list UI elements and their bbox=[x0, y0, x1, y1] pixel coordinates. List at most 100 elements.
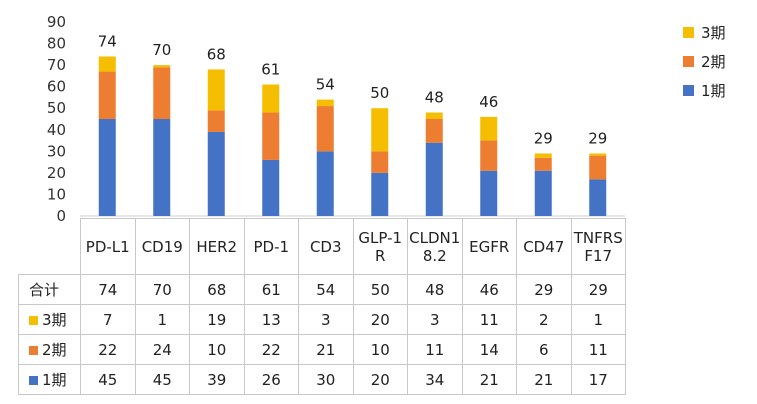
total-label: 70 bbox=[152, 41, 171, 59]
bar-segment bbox=[425, 142, 443, 216]
bar-segment bbox=[316, 99, 334, 107]
y-axis: 0 10 20 30 40 50 60 70 80 90 bbox=[47, 13, 625, 225]
bar-segment bbox=[262, 84, 280, 113]
table-cell: 61 bbox=[243, 274, 299, 305]
row-label-series: 2期 bbox=[18, 334, 81, 365]
row-swatch bbox=[29, 315, 38, 325]
category-label: CD19 bbox=[134, 218, 190, 275]
total-label: 68 bbox=[207, 45, 226, 63]
table-row: 3期 7 1 19 13 3 20 3 11 2 1 bbox=[18, 304, 626, 335]
table-cell: 1 bbox=[570, 304, 626, 335]
row-swatch bbox=[29, 375, 38, 385]
table-cell: 3 bbox=[298, 304, 354, 335]
table-cell: 48 bbox=[407, 274, 463, 305]
bar-segment bbox=[316, 106, 334, 152]
table-cell: 74 bbox=[80, 274, 136, 305]
total-label: 50 bbox=[370, 84, 389, 102]
bar-segment bbox=[262, 112, 280, 160]
table-cell: 29 bbox=[516, 274, 572, 305]
bar-segment bbox=[207, 69, 225, 111]
bar-segment bbox=[153, 65, 171, 68]
table-cell: 45 bbox=[80, 364, 136, 395]
y-tick-label: 70 bbox=[47, 56, 66, 74]
row-swatch bbox=[29, 345, 38, 355]
bar-segment bbox=[480, 170, 498, 216]
y-tick-label: 30 bbox=[47, 142, 66, 160]
total-label: 29 bbox=[588, 129, 607, 147]
bar-segment bbox=[207, 110, 225, 132]
y-tick-label: 80 bbox=[47, 35, 66, 53]
y-tick-label: 90 bbox=[47, 13, 66, 31]
category-label: PD-1 bbox=[243, 218, 299, 275]
category-label: PD-L1 bbox=[80, 218, 136, 275]
y-tick-label: 0 bbox=[56, 207, 66, 225]
category-label: HER2 bbox=[189, 218, 245, 275]
legend-label: 1期 bbox=[701, 82, 726, 100]
table-cell: 3 bbox=[407, 304, 463, 335]
category-label: CD47 bbox=[516, 218, 572, 275]
table-cell: 46 bbox=[461, 274, 517, 305]
table-cell: 20 bbox=[352, 304, 408, 335]
category-label: GLP-1 R bbox=[352, 218, 408, 275]
legend-swatch bbox=[683, 56, 694, 67]
row-label-series: 3期 bbox=[18, 304, 81, 335]
table-cell: 1 bbox=[134, 304, 190, 335]
table-cell: 21 bbox=[461, 364, 517, 395]
table-cell: 14 bbox=[461, 334, 517, 365]
table-cell: 24 bbox=[134, 334, 190, 365]
bar-segment bbox=[207, 131, 225, 216]
bar-segment bbox=[534, 170, 552, 216]
row-label-series: 1期 bbox=[18, 364, 81, 395]
table-cell: 22 bbox=[80, 334, 136, 365]
table-cell: 26 bbox=[243, 364, 299, 395]
bar-segment bbox=[534, 153, 552, 158]
bar-segment bbox=[371, 172, 389, 216]
bar-segment bbox=[425, 112, 443, 119]
bar-segment bbox=[480, 140, 498, 171]
table-cell: 34 bbox=[407, 364, 463, 395]
bar-segment bbox=[98, 56, 116, 72]
table-cell: 2 bbox=[516, 304, 572, 335]
table-cell: 6 bbox=[516, 334, 572, 365]
bar-segment bbox=[98, 119, 116, 216]
data-table: PD-L1 CD19 HER2 PD-1 CD3 GLP-1 R CLDN1 8.2 EGFR CD… bbox=[18, 218, 626, 395]
total-label: 61 bbox=[261, 61, 280, 79]
bar-segment bbox=[589, 153, 607, 156]
table-cell: 68 bbox=[189, 274, 245, 305]
bar-segment bbox=[425, 119, 443, 143]
table-cell: 17 bbox=[570, 364, 626, 395]
table-cell: 21 bbox=[516, 364, 572, 395]
table-cell: 10 bbox=[189, 334, 245, 365]
bar-segment bbox=[153, 67, 171, 119]
total-label: 54 bbox=[316, 76, 335, 94]
table-cell: 30 bbox=[298, 364, 354, 395]
table-cell: 20 bbox=[352, 364, 408, 395]
table-cell: 11 bbox=[461, 304, 517, 335]
table-row: 1期 45 45 39 26 30 20 34 21 21 17 bbox=[18, 364, 626, 395]
bar-segment bbox=[480, 116, 498, 141]
bar-segment bbox=[589, 155, 607, 180]
table-corner bbox=[18, 218, 81, 275]
category-label: CD3 bbox=[298, 218, 354, 275]
legend-swatch bbox=[683, 85, 694, 96]
table-cell: 11 bbox=[407, 334, 463, 365]
table-cell: 19 bbox=[189, 304, 245, 335]
table-cell: 70 bbox=[134, 274, 190, 305]
y-tick-label: 10 bbox=[47, 185, 66, 203]
table-cell: 13 bbox=[243, 304, 299, 335]
row-label-total: 合计 bbox=[18, 274, 81, 305]
legend-label: 3期 bbox=[701, 24, 726, 42]
total-labels: 74 70 68 61 54 50 48 46 29 29 bbox=[98, 32, 608, 147]
table-cell: 50 bbox=[352, 274, 408, 305]
total-label: 29 bbox=[534, 129, 553, 147]
bar-segment bbox=[98, 71, 116, 119]
table-cell: 22 bbox=[243, 334, 299, 365]
bar-segment bbox=[534, 157, 552, 171]
category-label: EGFR bbox=[461, 218, 517, 275]
category-label: TNFRS F17 bbox=[570, 218, 626, 275]
bar-segment bbox=[262, 159, 280, 216]
total-label: 48 bbox=[425, 89, 444, 107]
legend-label: 2期 bbox=[701, 53, 726, 71]
bar-segment bbox=[371, 151, 389, 173]
